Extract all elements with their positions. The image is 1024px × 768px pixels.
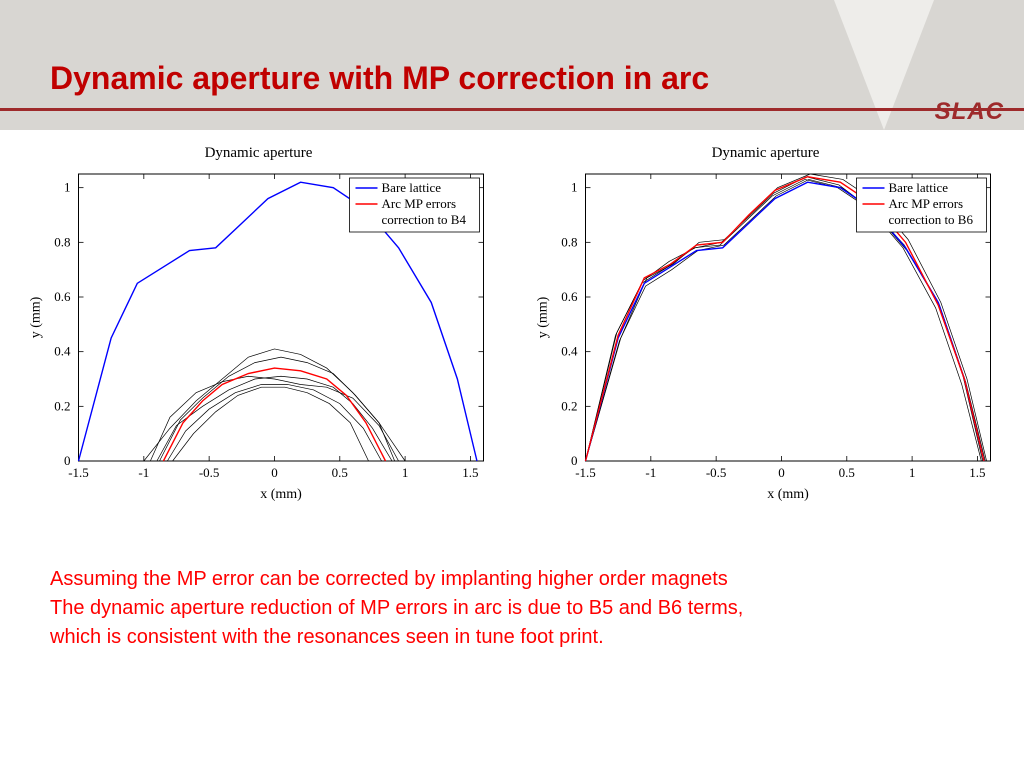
svg-text:0.4: 0.4: [54, 344, 71, 359]
chart-left: -1.5 -1 -0.5 0 0.5 1 1.5 0 0.2 0.4 0.6 0.8 1 x (mm) y …: [20, 166, 497, 506]
slide-title: Dynamic aperture with MP correction in a…: [50, 60, 709, 97]
svg-text:0.6: 0.6: [561, 289, 578, 304]
svg-text:1: 1: [909, 465, 916, 480]
svg-text:0.2: 0.2: [54, 398, 70, 413]
svg-text:Bare lattice: Bare lattice: [382, 180, 442, 195]
svg-text:correction to B4: correction to B4: [382, 212, 467, 227]
svg-text:0.2: 0.2: [561, 398, 577, 413]
svg-text:1.5: 1.5: [462, 465, 478, 480]
chart-left-wrap: Dynamic aperture -1.5 -1 -0.5 0 0.5 1 1.5 0 0.2 0…: [20, 145, 497, 506]
svg-text:-1: -1: [138, 465, 149, 480]
charts-row: Dynamic aperture -1.5 -1 -0.5 0 0.5 1 1.5 0 0.2 0…: [20, 145, 1004, 506]
slac-logo: SLAC: [935, 98, 1004, 126]
svg-text:0.5: 0.5: [839, 465, 855, 480]
svg-text:1: 1: [402, 465, 409, 480]
svg-text:-1.5: -1.5: [68, 465, 89, 480]
svg-text:-1.5: -1.5: [575, 465, 596, 480]
svg-text:Arc MP errors: Arc MP errors: [382, 196, 457, 211]
chart-right-title: Dynamic aperture: [712, 145, 820, 162]
svg-text:y (mm): y (mm): [29, 296, 44, 338]
svg-text:0.8: 0.8: [54, 234, 70, 249]
body-line-1: Assuming the MP error can be corrected b…: [50, 565, 974, 594]
svg-text:0.8: 0.8: [561, 234, 577, 249]
svg-text:Bare lattice: Bare lattice: [889, 180, 949, 195]
body-text: Assuming the MP error can be corrected b…: [50, 565, 974, 652]
chart-right-wrap: Dynamic aperture -1.5 -1 -0.5 0 0.5 1 1.5 0 0.2 0…: [527, 145, 1004, 506]
svg-text:0: 0: [64, 453, 71, 468]
svg-text:1: 1: [571, 180, 578, 195]
body-line-3: which is consistent with the resonances …: [50, 623, 974, 652]
svg-text:y (mm): y (mm): [536, 296, 551, 338]
svg-text:0: 0: [271, 465, 278, 480]
svg-text:0.4: 0.4: [561, 344, 578, 359]
svg-text:0: 0: [571, 453, 578, 468]
title-rule: [0, 108, 1024, 111]
svg-text:0: 0: [778, 465, 785, 480]
chart-right: -1.5 -1 -0.5 0 0.5 1 1.5 0 0.2 0.4 0.6 0.8 1 x (mm) y …: [527, 166, 1004, 506]
svg-text:0.6: 0.6: [54, 289, 71, 304]
svg-text:x (mm): x (mm): [767, 487, 809, 502]
svg-text:x (mm): x (mm): [260, 487, 302, 502]
svg-text:-0.5: -0.5: [199, 465, 220, 480]
svg-text:-0.5: -0.5: [706, 465, 727, 480]
svg-text:-1: -1: [645, 465, 656, 480]
svg-text:correction to B6: correction to B6: [889, 212, 974, 227]
svg-text:Arc MP errors: Arc MP errors: [889, 196, 964, 211]
svg-text:1.5: 1.5: [969, 465, 985, 480]
svg-text:0.5: 0.5: [332, 465, 348, 480]
body-line-2: The dynamic aperture reduction of MP err…: [50, 594, 974, 623]
chart-left-title: Dynamic aperture: [205, 145, 313, 162]
svg-text:1: 1: [64, 180, 71, 195]
